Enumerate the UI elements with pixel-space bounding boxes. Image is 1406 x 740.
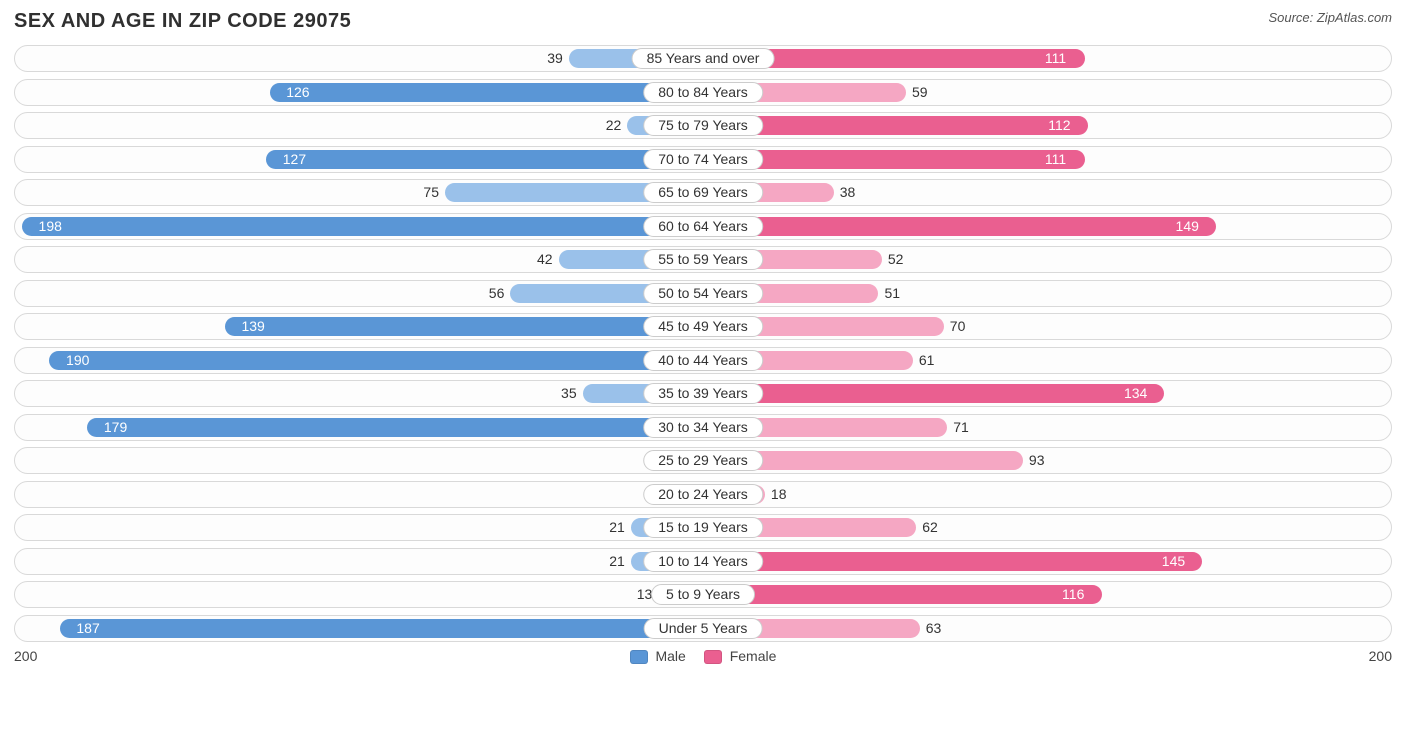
chart-row: 21 145 10 to 14 Years: [14, 548, 1392, 575]
category-label: 65 to 69 Years: [643, 182, 763, 203]
legend-male-label: Male: [655, 648, 685, 664]
category-label: 10 to 14 Years: [643, 551, 763, 572]
category-label: 5 to 9 Years: [651, 584, 755, 605]
female-value: 149: [1176, 214, 1199, 239]
chart-title: SEX AND AGE IN ZIP CODE 29075: [14, 10, 351, 33]
chart-row: 42 52 55 to 59 Years: [14, 246, 1392, 273]
male-value: 127: [283, 147, 306, 172]
chart-row: 13 116 5 to 9 Years: [14, 581, 1392, 608]
category-label: 60 to 64 Years: [643, 216, 763, 237]
chart-row: 101820 to 24 Years: [14, 481, 1392, 508]
male-bar: [270, 83, 703, 102]
male-bar: [266, 150, 703, 169]
male-value: 126: [286, 80, 309, 105]
female-value: 111: [1045, 46, 1066, 71]
female-value: 62: [922, 515, 938, 540]
male-value: 21: [609, 549, 625, 574]
female-bar: [703, 585, 1102, 604]
male-value: 39: [547, 46, 563, 71]
legend: Male Female: [630, 648, 777, 664]
category-label: 25 to 29 Years: [643, 450, 763, 471]
male-value: 187: [76, 616, 99, 641]
male-bar: [87, 418, 703, 437]
male-value: 198: [39, 214, 62, 239]
female-value: 59: [912, 80, 928, 105]
female-bar: [703, 217, 1216, 236]
chart-source: Source: ZipAtlas.com: [1268, 10, 1392, 25]
female-value: 116: [1062, 582, 1084, 607]
chart-row: 187 63 Under 5 Years: [14, 615, 1392, 642]
female-value: 63: [926, 616, 942, 641]
female-value: 61: [919, 348, 935, 373]
axis-max-right: 200: [1369, 648, 1392, 664]
category-label: 45 to 49 Years: [643, 316, 763, 337]
category-label: 80 to 84 Years: [643, 82, 763, 103]
category-label: Under 5 Years: [644, 618, 763, 639]
chart-row: 126 59 80 to 84 Years: [14, 79, 1392, 106]
chart-row: 179 71 30 to 34 Years: [14, 414, 1392, 441]
category-label: 40 to 44 Years: [643, 350, 763, 371]
male-value: 179: [104, 415, 127, 440]
female-value: 111: [1045, 147, 1066, 172]
male-value: 56: [489, 281, 505, 306]
chart-row: 127 111 70 to 74 Years: [14, 146, 1392, 173]
male-value: 22: [606, 113, 622, 138]
chart-row: 35 134 35 to 39 Years: [14, 380, 1392, 407]
female-value: 145: [1162, 549, 1185, 574]
category-label: 55 to 59 Years: [643, 249, 763, 270]
chart-row: 21 62 15 to 19 Years: [14, 514, 1392, 541]
female-value: 51: [884, 281, 900, 306]
legend-female-label: Female: [730, 648, 777, 664]
female-value: 18: [771, 482, 787, 507]
chart-row: 39 111 85 Years and over: [14, 45, 1392, 72]
female-bar: [703, 552, 1202, 571]
male-value: 13: [637, 582, 653, 607]
male-swatch: [630, 650, 648, 664]
female-swatch: [704, 650, 722, 664]
male-value: 75: [423, 180, 439, 205]
legend-female: Female: [704, 648, 777, 664]
male-value: 139: [241, 314, 264, 339]
female-value: 52: [888, 247, 904, 272]
male-value: 42: [537, 247, 553, 272]
male-bar: [49, 351, 703, 370]
female-value: 134: [1124, 381, 1147, 406]
category-label: 20 to 24 Years: [643, 484, 763, 505]
male-bar: [60, 619, 703, 638]
chart-row: 75 38 65 to 69 Years: [14, 179, 1392, 206]
female-value: 38: [840, 180, 856, 205]
male-value: 35: [561, 381, 577, 406]
category-label: 35 to 39 Years: [643, 383, 763, 404]
chart-rows: 39 111 85 Years and over 126 59 80 to 84 Year…: [14, 45, 1392, 642]
female-value: 93: [1029, 448, 1045, 473]
male-value: 21: [609, 515, 625, 540]
male-value: 190: [66, 348, 89, 373]
category-label: 15 to 19 Years: [643, 517, 763, 538]
chart-row: 22 112 75 to 79 Years: [14, 112, 1392, 139]
chart-row: 56 51 50 to 54 Years: [14, 280, 1392, 307]
male-bar: [225, 317, 703, 336]
male-bar: [22, 217, 703, 236]
category-label: 30 to 34 Years: [643, 417, 763, 438]
axis-max-left: 200: [14, 648, 37, 664]
legend-male: Male: [630, 648, 686, 664]
chart-row: 190 61 40 to 44 Years: [14, 347, 1392, 374]
chart-row: 39325 to 29 Years: [14, 447, 1392, 474]
female-value: 70: [950, 314, 966, 339]
chart-row: 139 70 45 to 49 Years: [14, 313, 1392, 340]
female-value: 71: [953, 415, 969, 440]
category-label: 75 to 79 Years: [643, 115, 763, 136]
category-label: 85 Years and over: [632, 48, 775, 69]
chart-row: 198 149 60 to 64 Years: [14, 213, 1392, 240]
female-value: 112: [1048, 113, 1070, 138]
category-label: 50 to 54 Years: [643, 283, 763, 304]
category-label: 70 to 74 Years: [643, 149, 763, 170]
female-bar: [703, 384, 1164, 403]
